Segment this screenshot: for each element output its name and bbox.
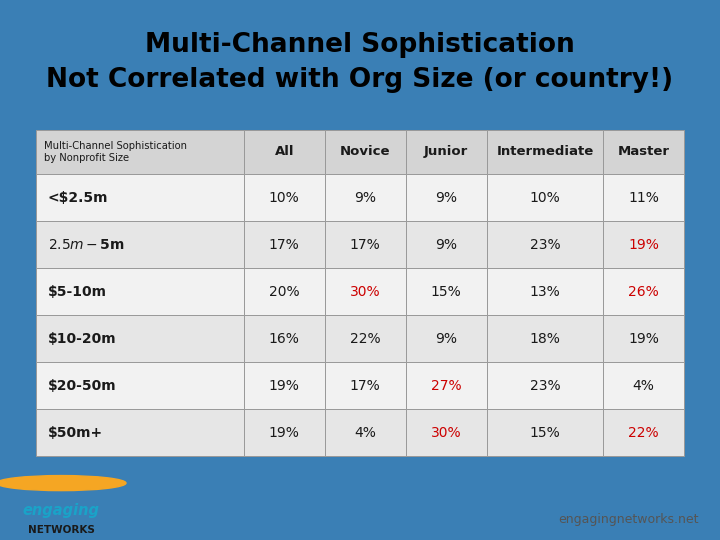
Bar (36, 174, 244, 221)
Bar (603, 315, 684, 362)
Text: 9%: 9% (354, 191, 377, 205)
Bar (36, 315, 244, 362)
Text: 27%: 27% (431, 379, 462, 393)
Bar (603, 409, 684, 456)
Text: $50m+: $50m+ (48, 426, 103, 440)
Text: 13%: 13% (529, 285, 560, 299)
Bar (406, 409, 487, 456)
Bar (244, 362, 325, 409)
Text: Multi-Channel Sophistication
Not Correlated with Org Size (or country!): Multi-Channel Sophistication Not Correla… (46, 32, 674, 93)
Bar (325, 409, 406, 456)
Text: NETWORKS: NETWORKS (28, 525, 94, 535)
Text: engagingnetworks.net: engagingnetworks.net (558, 512, 698, 525)
Bar (487, 130, 603, 174)
Bar (244, 315, 325, 362)
Text: 17%: 17% (350, 379, 381, 393)
Text: 10%: 10% (529, 191, 560, 205)
Bar (325, 221, 406, 268)
Bar (406, 174, 487, 221)
Text: 26%: 26% (628, 285, 659, 299)
Bar (244, 174, 325, 221)
Text: 15%: 15% (529, 426, 560, 440)
Text: 17%: 17% (269, 238, 300, 252)
Bar (325, 130, 406, 174)
Circle shape (0, 476, 126, 491)
Text: 30%: 30% (431, 426, 462, 440)
Text: 15%: 15% (431, 285, 462, 299)
Text: 22%: 22% (350, 332, 381, 346)
Bar (325, 362, 406, 409)
Bar (487, 409, 603, 456)
Text: Novice: Novice (340, 145, 390, 158)
Bar (36, 409, 244, 456)
Bar (487, 268, 603, 315)
Text: 10%: 10% (269, 191, 300, 205)
Bar (36, 362, 244, 409)
Text: 19%: 19% (269, 379, 300, 393)
Text: 19%: 19% (628, 332, 659, 346)
Text: 11%: 11% (628, 191, 659, 205)
Text: $20-50m: $20-50m (48, 379, 117, 393)
Bar (603, 268, 684, 315)
Text: 9%: 9% (436, 332, 457, 346)
Text: 17%: 17% (350, 238, 381, 252)
Text: 30%: 30% (350, 285, 381, 299)
Text: $2.5m-$5m: $2.5m-$5m (48, 238, 125, 252)
Text: All: All (274, 145, 294, 158)
Text: 22%: 22% (628, 426, 659, 440)
Text: Master: Master (618, 145, 670, 158)
Text: Junior: Junior (424, 145, 469, 158)
Bar (603, 130, 684, 174)
Text: 4%: 4% (354, 426, 377, 440)
Text: 4%: 4% (633, 379, 654, 393)
Bar (36, 268, 244, 315)
Bar (487, 174, 603, 221)
Text: 20%: 20% (269, 285, 300, 299)
Bar (487, 221, 603, 268)
Bar (406, 221, 487, 268)
Text: $10-20m: $10-20m (48, 332, 117, 346)
Text: 23%: 23% (530, 379, 560, 393)
Bar (36, 130, 244, 174)
Text: 19%: 19% (628, 238, 659, 252)
Text: 19%: 19% (269, 426, 300, 440)
Bar (406, 130, 487, 174)
Bar (325, 268, 406, 315)
Bar (244, 221, 325, 268)
Text: 9%: 9% (436, 238, 457, 252)
Text: 18%: 18% (529, 332, 560, 346)
Text: $5-10m: $5-10m (48, 285, 107, 299)
Bar (244, 130, 325, 174)
Text: 23%: 23% (530, 238, 560, 252)
Bar (406, 315, 487, 362)
Text: <$2.5m: <$2.5m (48, 191, 108, 205)
Bar (406, 362, 487, 409)
Bar (244, 409, 325, 456)
Text: 9%: 9% (436, 191, 457, 205)
Text: 16%: 16% (269, 332, 300, 346)
Bar (487, 315, 603, 362)
Text: engaging: engaging (23, 503, 99, 518)
Text: Intermediate: Intermediate (496, 145, 593, 158)
Bar (603, 362, 684, 409)
Bar (325, 315, 406, 362)
Bar (487, 362, 603, 409)
Bar (36, 221, 244, 268)
Bar (603, 174, 684, 221)
Text: Multi-Channel Sophistication
by Nonprofit Size: Multi-Channel Sophistication by Nonprofi… (44, 141, 186, 163)
Bar (244, 268, 325, 315)
Bar (406, 268, 487, 315)
Bar (325, 174, 406, 221)
Bar (603, 221, 684, 268)
